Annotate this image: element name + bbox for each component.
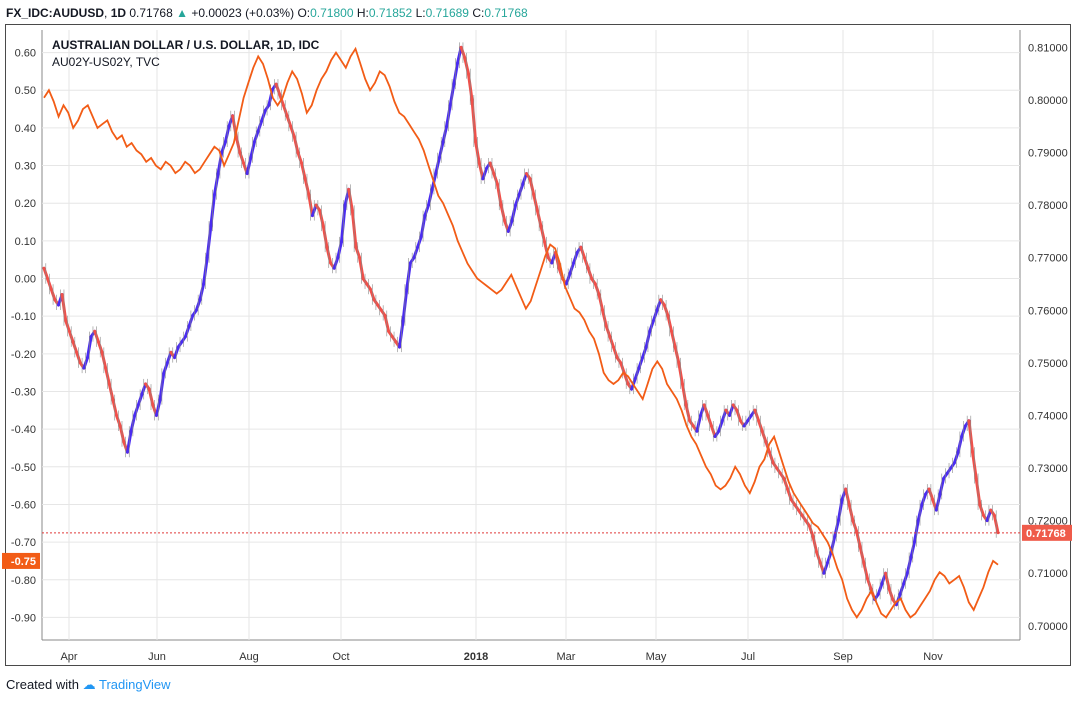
price-labels: 0.71768 -0.75: [2, 524, 1072, 569]
left-tick-label: -0.70: [11, 537, 36, 549]
footer: Created with ☁ TradingView: [6, 677, 171, 693]
last-price: 0.71768: [129, 6, 173, 20]
left-tick-label: 0.30: [15, 161, 36, 173]
chart-header: FX_IDC:AUDUSD, 1D 0.71768 ▲ +0.00023 (+0…: [0, 0, 1076, 24]
left-tick-label: 0.60: [15, 48, 36, 60]
right-tick-label: 0.79000: [1028, 148, 1068, 160]
x-tick-label: Jul: [741, 651, 755, 663]
up-arrow-icon: ▲: [176, 6, 188, 20]
x-tick-label: May: [646, 651, 667, 663]
right-tick-label: 0.81000: [1028, 42, 1068, 54]
high-label: H:: [356, 6, 369, 20]
interval[interactable]: 1D: [110, 6, 127, 20]
x-tick-label: Aug: [239, 651, 259, 663]
left-tick-label: 0.40: [15, 123, 36, 135]
right-tick-label: 0.70000: [1028, 621, 1068, 633]
plot-area: [42, 42, 1000, 620]
last-spread-badge: [2, 552, 40, 569]
right-tick-label: 0.77000: [1028, 253, 1068, 265]
left-tick-label: -0.60: [11, 499, 36, 511]
grid: [41, 30, 1021, 641]
left-tick-label: -0.40: [11, 424, 36, 436]
right-tick-label: 0.80000: [1028, 95, 1068, 107]
left-tick-label: 0.20: [15, 198, 36, 210]
left-tick-label: -0.10: [11, 311, 36, 323]
open-label: O:: [297, 6, 311, 20]
close-label: C:: [472, 6, 485, 20]
right-tick-label: 0.76000: [1028, 305, 1068, 317]
x-tick-label: Sep: [833, 651, 853, 663]
tradingview-brand[interactable]: TradingView: [99, 677, 171, 692]
right-tick-label: 0.73000: [1028, 463, 1068, 475]
close-value: 0.71768: [484, 6, 528, 20]
open-value: 0.71800: [310, 6, 354, 20]
right-tick-label: 0.72000: [1028, 516, 1068, 528]
symbol-info-line: FX_IDC:AUDUSD, 1D 0.71768 ▲ +0.00023 (+0…: [6, 6, 528, 20]
right-tick-label: 0.71000: [1028, 568, 1068, 580]
left-tick-label: -0.90: [11, 612, 36, 624]
x-tick-label: Oct: [332, 651, 349, 663]
x-tick-label: Jun: [148, 651, 166, 663]
last-price-badge: [1022, 524, 1072, 541]
chart-subtitle: AU02Y-US02Y, TVC: [52, 55, 160, 69]
low-label: L:: [415, 6, 426, 20]
created-with-text: Created with: [6, 677, 79, 692]
left-tick-label: 0.00: [15, 274, 36, 286]
last-spread-badge-label: -0.75: [11, 556, 36, 568]
left-tick-label: -0.30: [11, 386, 36, 398]
chart-title: AUSTRALIAN DOLLAR / U.S. DOLLAR, 1D, IDC: [52, 38, 320, 52]
left-tick-label: -0.50: [11, 462, 36, 474]
x-tick-label: Nov: [923, 651, 943, 663]
x-axis: Apr Jun Aug Oct 2018 Mar May Jul Sep Nov: [60, 651, 943, 663]
right-tick-label: 0.78000: [1028, 200, 1068, 212]
chart-frame[interactable]: [5, 24, 1071, 666]
x-tick-label: 2018: [464, 651, 488, 663]
price-change: +0.00023 (+0.03%): [191, 6, 295, 20]
left-tick-label: -0.80: [11, 575, 36, 587]
last-price-badge-label: 0.71768: [1026, 528, 1066, 540]
left-axis: 0.60 0.50 0.40 0.30 0.20 0.10 0.00 -0.10 -0.20 -0…: [11, 48, 36, 625]
low-value: 0.71689: [425, 6, 469, 20]
left-tick-label: 0.10: [15, 236, 36, 248]
spread-line: [43, 46, 999, 620]
right-axis: 0.81000 0.80000 0.79000 0.78000 0.77000 0.760…: [1028, 42, 1068, 632]
tradingview-logo-icon[interactable]: ☁: [82, 677, 96, 692]
symbol-name[interactable]: FX_IDC:AUDUSD: [6, 6, 105, 20]
x-tick-label: Mar: [557, 651, 576, 663]
high-value: 0.71852: [368, 6, 413, 20]
left-tick-label: -0.20: [11, 349, 36, 361]
left-tick-label: 0.50: [15, 85, 36, 97]
right-tick-label: 0.75000: [1028, 358, 1068, 370]
x-tick-label: Apr: [60, 651, 77, 663]
right-tick-label: 0.74000: [1028, 410, 1068, 422]
